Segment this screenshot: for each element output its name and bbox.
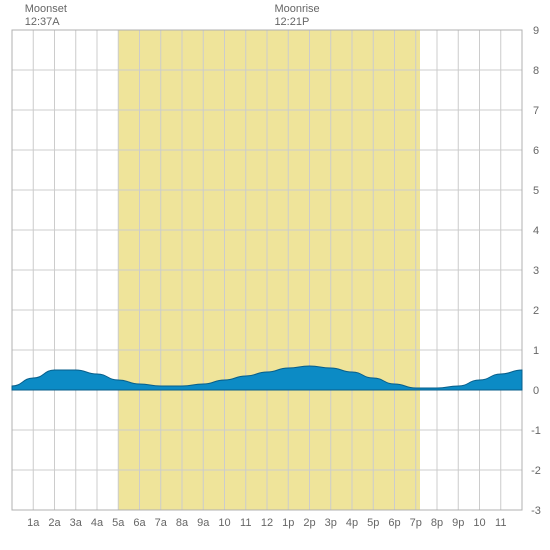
x-tick-label: 5a <box>112 517 125 529</box>
y-tick-label: 5 <box>533 185 539 197</box>
x-tick-label: 7p <box>410 517 422 529</box>
x-tick-label: 12 <box>261 517 273 529</box>
x-tick-label: 1p <box>282 517 294 529</box>
y-tick-label: 1 <box>533 345 539 357</box>
moonrise-value: 12:21P <box>274 16 309 28</box>
moonset-value: 12:37A <box>25 16 61 28</box>
x-tick-label: 3a <box>70 517 83 529</box>
x-tick-label: 2p <box>303 517 315 529</box>
x-tick-label: 6p <box>388 517 400 529</box>
x-tick-label: 3p <box>325 517 337 529</box>
x-tick-label: 8p <box>431 517 443 529</box>
x-tick-label: 10 <box>218 517 230 529</box>
x-tick-label: 4a <box>91 517 104 529</box>
y-tick-label: 8 <box>533 65 539 77</box>
x-tick-label: 10 <box>473 517 485 529</box>
y-tick-label: -2 <box>531 465 541 477</box>
y-tick-label: 0 <box>533 385 539 397</box>
moonset-title: Moonset <box>25 3 67 15</box>
tide-chart: -3-2-101234567891a2a3a4a5a6a7a8a9a101112… <box>0 0 550 550</box>
y-tick-label: 2 <box>533 305 539 317</box>
moonrise-title: Moonrise <box>274 3 319 15</box>
x-tick-label: 4p <box>346 517 358 529</box>
y-tick-label: 6 <box>533 145 539 157</box>
x-tick-label: 9p <box>452 517 464 529</box>
x-tick-label: 5p <box>367 517 379 529</box>
y-tick-label: 7 <box>533 105 539 117</box>
x-tick-label: 1a <box>27 517 40 529</box>
x-tick-label: 11 <box>495 517 506 529</box>
y-tick-label: 4 <box>533 225 539 237</box>
y-tick-label: 3 <box>533 265 539 277</box>
x-tick-label: 2a <box>48 517 61 529</box>
x-tick-label: 7a <box>155 517 168 529</box>
y-tick-label: 9 <box>533 25 539 37</box>
chart-svg: -3-2-101234567891a2a3a4a5a6a7a8a9a101112… <box>0 0 550 550</box>
y-tick-label: -3 <box>531 505 541 517</box>
x-tick-label: 11 <box>240 517 251 529</box>
x-tick-label: 9a <box>197 517 210 529</box>
y-tick-label: -1 <box>531 425 541 437</box>
x-tick-label: 6a <box>133 517 146 529</box>
x-tick-label: 8a <box>176 517 189 529</box>
